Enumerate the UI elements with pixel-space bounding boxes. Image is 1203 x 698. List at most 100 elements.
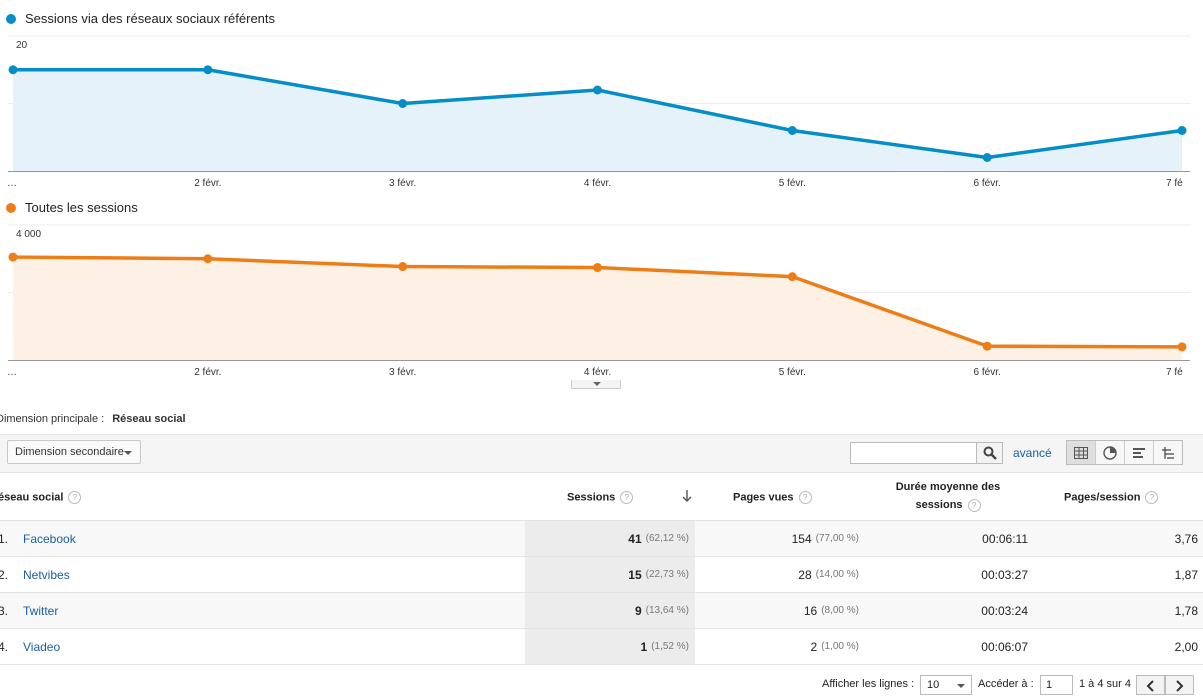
sessions-cell: 9 (13,64 %): [525, 593, 695, 628]
row-index: 2.: [0, 567, 9, 582]
data-point: [398, 99, 408, 108]
chart-legend-social: Sessions via des réseaux sociaux référen…: [6, 11, 275, 26]
network-link[interactable]: Facebook: [23, 531, 76, 546]
series-area: [13, 257, 1182, 360]
sessions-value: 15: [628, 567, 642, 582]
pages-per-session-value: 2,00: [1174, 639, 1198, 654]
series-dot-icon: [6, 202, 16, 213]
chevron-right-icon: [1176, 680, 1184, 692]
pie-view-icon[interactable]: [1096, 441, 1125, 464]
y-tick-label: 4 000: [16, 229, 41, 240]
x-tick-label: 3 févr.: [389, 178, 416, 189]
column-header-pages-per-session[interactable]: Pages/session?: [1064, 491, 1159, 504]
pages-per-session-value: 1,78: [1174, 603, 1198, 618]
duration-value: 00:06:11: [982, 531, 1028, 546]
duration-value: 00:03:27: [981, 567, 1028, 582]
sessions-percent: (13,64 %): [645, 605, 689, 616]
social-sessions-chart: 2010…2 févr.3 févr.4 févr.5 févr.6 févr.…: [7, 35, 1190, 189]
next-page-button[interactable]: [1165, 675, 1194, 695]
duration-value: 00:06:07: [981, 639, 1028, 654]
previous-page-button[interactable]: [1136, 675, 1165, 695]
x-tick-label: 7 fé: [1166, 367, 1183, 378]
pageviews-percent: (14,00 %): [815, 569, 859, 580]
chart-title-social: Sessions via des réseaux sociaux référen…: [25, 11, 276, 26]
column-header-pageviews[interactable]: Pages vues?: [733, 491, 812, 504]
table-view-icon[interactable]: [1067, 441, 1096, 464]
sessions-percent: (1,52 %): [651, 641, 689, 652]
sessions-percent: (22,73 %): [645, 569, 689, 580]
goto-page-input[interactable]: 1: [1040, 675, 1073, 695]
row-index: 1.: [0, 531, 9, 546]
rows-per-page-value: 10: [927, 679, 940, 691]
help-icon[interactable]: ?: [798, 491, 812, 504]
x-tick-label: 5 févr.: [779, 178, 806, 189]
chart-legend-all: Toutes les sessions: [6, 200, 138, 215]
table-row: 2. Netvibes 15 (22,73 %) 28 (14,00 %) 00:03:27…: [0, 556, 1203, 592]
data-point: [1177, 342, 1187, 352]
table-bottom-border: [0, 664, 1203, 665]
data-point: [982, 341, 992, 351]
help-icon[interactable]: ?: [1145, 491, 1159, 504]
pageviews-percent: (77,00 %): [815, 533, 859, 544]
goto-page-value: 1: [1046, 679, 1053, 691]
search-button[interactable]: [976, 442, 1003, 464]
network-link[interactable]: Viadeo: [23, 639, 61, 654]
x-tick-label: …: [7, 367, 17, 378]
sessions-value: 1: [640, 639, 648, 654]
pageviews-value: 154: [791, 531, 812, 546]
sessions-percent: (62,12 %): [645, 533, 689, 544]
advanced-filter-link[interactable]: avancé: [1013, 446, 1052, 460]
chevron-left-icon: [1146, 680, 1154, 692]
sessions-cell: 15 (22,73 %): [525, 557, 695, 592]
primary-dimension: Dimension principale : Réseau social: [0, 413, 186, 425]
table-search-input[interactable]: [850, 442, 977, 464]
pageviews-value: 2: [810, 639, 818, 654]
x-tick-label: 7 fé: [1166, 178, 1183, 189]
bar-view-icon[interactable]: [1125, 441, 1154, 464]
row-index: 3.: [0, 603, 9, 618]
chart-collapse-handle[interactable]: [571, 380, 621, 389]
x-tick-label: 3 févr.: [389, 367, 416, 378]
rows-per-page-select[interactable]: 10: [920, 675, 972, 695]
goto-page-label: Accéder à :: [978, 678, 1034, 690]
sessions-value: 9: [634, 603, 642, 618]
search-icon: [983, 446, 997, 460]
help-icon[interactable]: ?: [620, 491, 634, 504]
x-tick-label: 6 févr.: [974, 178, 1001, 189]
help-icon[interactable]: ?: [967, 498, 981, 512]
column-header-duration[interactable]: Durée moyenne des sessions?: [895, 481, 1001, 512]
pageviews-value: 16: [803, 603, 818, 618]
sessions-cell: 41 (62,12 %): [525, 521, 695, 556]
x-tick-label: 2 févr.: [194, 367, 221, 378]
data-point: [398, 262, 408, 272]
column-header-sessions[interactable]: Sessions?: [567, 491, 634, 504]
pivot-view-icon[interactable]: [1154, 441, 1182, 464]
help-icon[interactable]: ?: [68, 491, 82, 504]
data-point: [593, 263, 602, 273]
data-point: [203, 65, 213, 75]
y-tick-label: 20: [16, 40, 28, 51]
network-link[interactable]: Twitter: [23, 603, 59, 618]
primary-dimension-label: Dimension principale :: [0, 413, 105, 425]
x-tick-label: …: [7, 178, 17, 189]
pages-per-session-value: 1,87: [1174, 567, 1198, 582]
sort-descending-icon[interactable]: [681, 489, 693, 503]
x-tick-label: 2 févr.: [194, 178, 221, 189]
data-point: [1177, 126, 1187, 135]
data-point: [982, 153, 992, 162]
x-tick-label: 4 févr.: [584, 367, 611, 378]
pagination-range: 1 à 4 sur 4: [1079, 678, 1131, 690]
chart-title-all: Toutes les sessions: [25, 200, 138, 215]
data-point: [787, 126, 797, 135]
pageviews-cell: 16 (8,00 %): [695, 593, 859, 628]
secondary-dimension-dropdown[interactable]: Dimension secondaire: [7, 440, 141, 464]
data-point: [8, 65, 18, 75]
view-switcher: [1066, 440, 1183, 465]
pageviews-cell: 2 (1,00 %): [695, 629, 859, 664]
column-header-network[interactable]: éseau social?: [0, 491, 82, 504]
secondary-dimension-label: Dimension secondaire: [15, 446, 124, 458]
x-tick-label: 4 févr.: [584, 178, 611, 189]
sessions-value: 41: [628, 531, 642, 546]
data-point: [593, 85, 602, 95]
network-link[interactable]: Netvibes: [23, 567, 70, 582]
